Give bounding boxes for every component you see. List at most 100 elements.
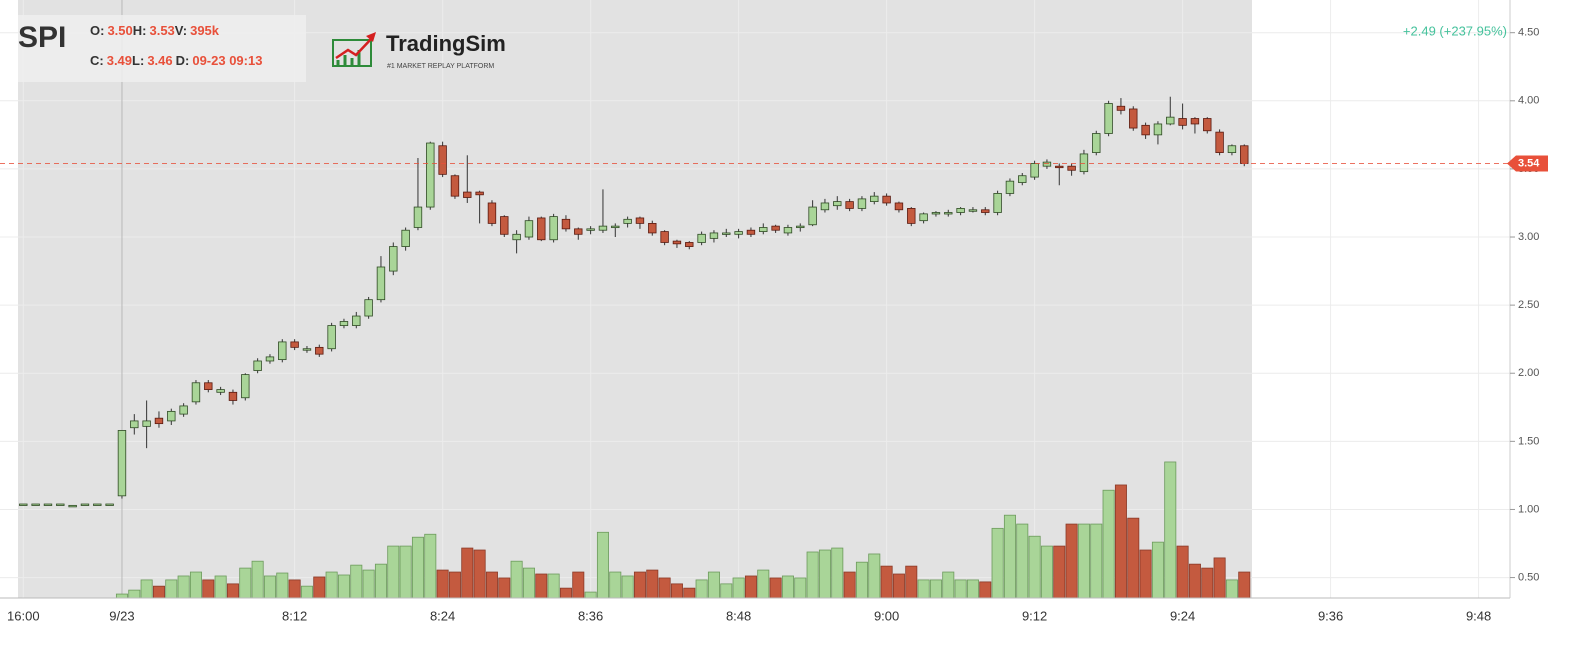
candle-body [105, 503, 114, 506]
volume-bar [1003, 514, 1016, 599]
candle-body [857, 198, 867, 209]
volume-bar [744, 575, 757, 599]
volume-bar [313, 576, 326, 599]
x-tick-label: 8:48 [726, 608, 751, 623]
candle-body [1104, 103, 1113, 134]
candle-body [413, 206, 423, 228]
candle-body [253, 360, 262, 371]
candle-body [302, 348, 312, 351]
candle-body [426, 142, 435, 208]
candle-body [475, 191, 484, 196]
volume-bar [855, 561, 868, 599]
candle-body [1092, 133, 1101, 153]
candle-body [635, 217, 645, 224]
candle-body [919, 213, 928, 222]
candle-body [746, 229, 756, 235]
candle-body [648, 222, 657, 234]
y-tick-label: 0.50 [1518, 571, 1539, 583]
y-tick-label: 1.50 [1518, 435, 1539, 447]
last-price-tag [1507, 155, 1548, 172]
volume-bar [1238, 571, 1251, 599]
candle-body [204, 382, 213, 390]
candle-body [956, 208, 965, 213]
candle-body [759, 227, 768, 232]
volume-bar [1102, 489, 1115, 599]
y-tick-label: 2.00 [1518, 367, 1539, 379]
volume-bar [757, 569, 770, 599]
x-tick-label: 16:00 [7, 608, 40, 623]
candle-body [907, 208, 916, 224]
candle-body [339, 321, 349, 326]
volume-bar [189, 571, 202, 599]
volume-bar [263, 575, 276, 599]
candle-body [709, 232, 719, 239]
volume-bar [1065, 523, 1078, 599]
volume-bar [461, 547, 474, 599]
x-tick-label: 8:24 [430, 608, 455, 623]
y-tick-label: 4.00 [1518, 95, 1539, 107]
candle-body [1153, 123, 1163, 136]
candle-body [549, 216, 558, 241]
volume-bar [1176, 545, 1189, 599]
x-tick-label: 9:48 [1466, 608, 1491, 623]
candle-body [685, 242, 694, 247]
candle-body [154, 417, 164, 425]
candle-body [598, 225, 608, 231]
volume-bar [165, 579, 178, 599]
candle-body [1215, 131, 1224, 153]
candle-body [93, 503, 102, 506]
volume-bar [288, 579, 301, 599]
volume-bar [1090, 523, 1103, 599]
volume-bar [609, 571, 622, 599]
symbol: SPI [18, 21, 66, 54]
volume-bar [1151, 541, 1164, 599]
logo-tagline: #1 MARKET REPLAY PLATFORM [387, 63, 494, 70]
volume-bar [226, 583, 239, 599]
volume-bar [473, 549, 486, 599]
volume-bar [954, 579, 967, 599]
volume-bar [547, 573, 560, 599]
x-tick-label: 8:12 [282, 608, 307, 623]
candle-body [537, 217, 546, 241]
candle-body [870, 195, 879, 203]
candle-body [500, 216, 509, 235]
candle-body [722, 232, 731, 235]
volume-bar [1114, 484, 1127, 599]
volume-bar [658, 577, 671, 599]
candle-body [697, 233, 706, 243]
volume-bar [880, 565, 893, 599]
candle-body [623, 218, 632, 224]
volume-bar [868, 553, 881, 599]
candle-body [401, 229, 410, 247]
candle-body [315, 346, 324, 355]
candle-body [487, 202, 497, 224]
last-price-label: 3.54 [1518, 157, 1540, 169]
volume-bar [929, 579, 942, 599]
candle-body [1030, 163, 1039, 178]
volume-bar [1028, 535, 1041, 599]
candle-body [672, 240, 682, 245]
candle-body [179, 405, 188, 415]
field-label: O: [90, 23, 104, 38]
candle-body [1203, 118, 1212, 132]
volume-bar [1201, 567, 1214, 599]
candle-body [1240, 145, 1249, 164]
volume-bar [695, 579, 708, 599]
field-value: 3.49 [107, 53, 132, 68]
volume-bar [1188, 563, 1201, 599]
volume-bar [1053, 545, 1066, 599]
x-tick-label: 9/23 [109, 608, 134, 623]
candle-body [68, 504, 77, 508]
volume-bar [732, 577, 745, 599]
legend-box [18, 15, 306, 82]
candle-body [524, 220, 534, 238]
volume-bar [1077, 523, 1090, 599]
y-tick-label: 2.50 [1518, 299, 1539, 311]
candle-body [191, 382, 201, 403]
x-tick-label: 9:36 [1318, 608, 1343, 623]
candle-body [512, 233, 521, 241]
candle-body [389, 246, 398, 272]
candle-body [1018, 175, 1027, 183]
